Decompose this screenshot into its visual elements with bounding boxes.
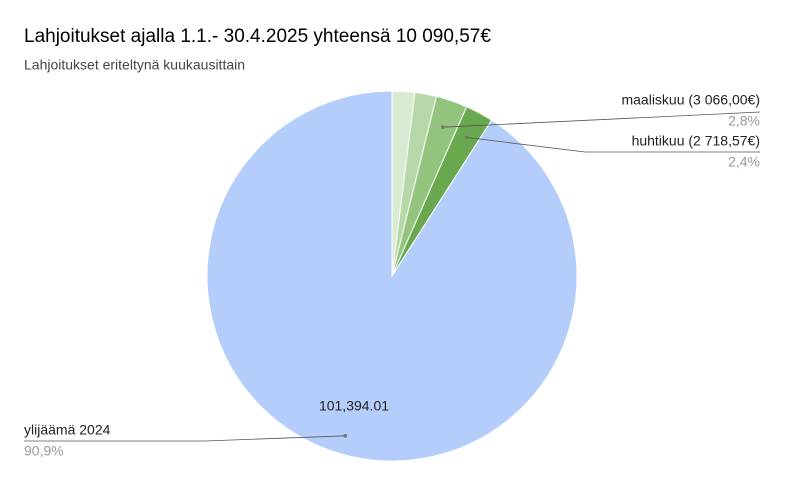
value-label: 101,394.01 (319, 398, 389, 414)
slice-percent: 2,4% (728, 154, 760, 170)
slice-label: ylijäämä 2024 (24, 422, 111, 438)
slice-label: maaliskuu (3 066,00€) (621, 92, 760, 108)
leader-line (24, 435, 346, 442)
pie-slice (206, 90, 578, 462)
slice-percent: 2,8% (728, 113, 760, 129)
chart-subtitle: Lahjoitukset eriteltynä kuukausittain (24, 57, 245, 73)
slice-percent: 90,9% (24, 443, 64, 459)
leader-line (442, 111, 761, 128)
leader-line (466, 137, 760, 153)
leader-dot (343, 434, 348, 438)
chart-title: Lahjoitukset ajalla 1.1.- 30.4.2025 yhte… (24, 26, 491, 47)
leader-dot (464, 135, 469, 140)
slice-label: huhtikuu (2 718,57€) (632, 133, 760, 149)
leader-dot (441, 125, 445, 129)
